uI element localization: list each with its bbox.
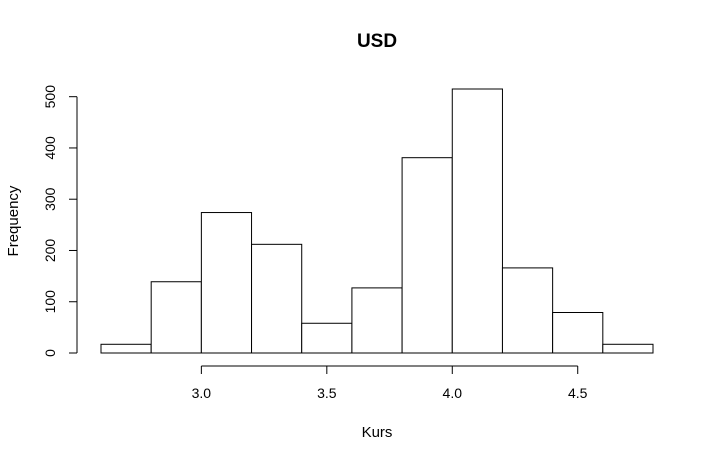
y-tick-label-3: 300 xyxy=(42,187,58,211)
y-tick-label-0: 0 xyxy=(42,349,58,357)
x-tick-label-0: 3.0 xyxy=(192,385,212,401)
chart-title: USD xyxy=(357,31,397,52)
histogram-bar-7 xyxy=(451,88,503,354)
y-tick-label-4: 400 xyxy=(42,136,58,160)
x-tick-label-3: 4.5 xyxy=(568,385,588,401)
histogram-bar-1 xyxy=(150,281,202,354)
histogram-bar-2 xyxy=(200,212,253,354)
x-tick-label-1: 3.5 xyxy=(317,385,337,401)
histogram-bar-9 xyxy=(552,312,604,354)
histogram-bar-6 xyxy=(401,157,453,354)
histogram-bar-8 xyxy=(501,267,554,354)
histogram-bar-10 xyxy=(602,343,654,354)
y-axis-label: Frequency xyxy=(5,185,22,256)
x-axis: 3.0 3.5 4.0 4.5 xyxy=(192,365,588,401)
y-tick-label-5: 500 xyxy=(42,85,58,109)
histogram-bar-4 xyxy=(301,322,353,354)
y-axis: 0 100 200 300 400 500 xyxy=(42,85,78,357)
histogram-bar-5 xyxy=(351,287,403,354)
x-axis-label: Kurs xyxy=(362,424,393,441)
y-tick-label-1: 100 xyxy=(42,290,58,314)
y-tick-label-2: 200 xyxy=(42,239,58,263)
x-tick-label-2: 4.0 xyxy=(443,385,463,401)
histogram-bars xyxy=(100,88,654,354)
histogram-bar-0 xyxy=(100,343,152,354)
histogram-bar-3 xyxy=(251,243,303,354)
